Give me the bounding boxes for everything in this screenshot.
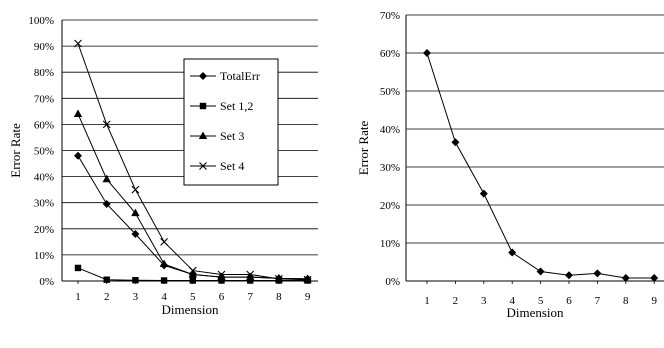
chart0-series-3-point	[74, 39, 82, 48]
chart1-y-tick-label: 30%	[380, 162, 400, 174]
chart0-y-tick-label: 70%	[34, 93, 54, 105]
chart0-legend-marker	[198, 131, 208, 139]
chart0-legend-label: Set 3	[220, 129, 244, 143]
chart0-series-3-point	[275, 275, 283, 283]
chart0-series-2-point	[159, 259, 169, 268]
chart0-series-3-point	[303, 275, 312, 284]
chart0-y-tick-label: 20%	[34, 224, 54, 236]
chart0-x-tick-label: 6	[219, 291, 225, 303]
chart0-series-1-point	[103, 276, 110, 283]
chart0-series-2-point	[217, 272, 226, 281]
chart0-series-1-point	[247, 277, 254, 284]
chart0-series-3-point	[188, 266, 197, 275]
chart1-x-tick-label: 4	[509, 295, 515, 307]
chart0-legend	[183, 58, 279, 186]
chart1-series-0-point	[423, 49, 431, 57]
chart0-x-tick-label: 3	[133, 291, 139, 303]
chart0-series-1-point	[218, 277, 225, 284]
chart1-series-0-point	[593, 269, 602, 278]
chart0-series-3-point	[160, 237, 168, 246]
chart1-series-0-point	[621, 273, 630, 282]
chart1-x-tick-label: 5	[538, 295, 544, 307]
chart0-y-tick-label: 40%	[34, 172, 54, 184]
chart0-series-1-point	[189, 277, 196, 284]
chart0-y-tick-label: 30%	[34, 198, 54, 210]
chart1-series-0-point	[451, 138, 460, 147]
chart1-x-tick-label: 8	[623, 295, 629, 307]
chart0-series-0-point	[131, 230, 140, 239]
chart0-y-tick-label: 0%	[39, 276, 54, 288]
chart0-series-2-point	[73, 109, 83, 117]
chart1-x-tick-label: 9	[651, 295, 657, 307]
chart0-x-tick-label: 5	[190, 291, 196, 303]
chart1-y-tick-label: 50%	[380, 86, 400, 98]
chart0-x-tick-label: 7	[247, 291, 253, 303]
chart0-y-tick-label: 90%	[34, 41, 54, 53]
chart0-series-2-point	[188, 269, 197, 278]
chart0-y-tick-label: 10%	[34, 250, 54, 262]
chart1-y-tick-label: 60%	[380, 48, 400, 60]
chart0-y-tick-label: 60%	[34, 119, 54, 131]
chart1-x-tick-label: 2	[453, 295, 459, 307]
chart0-x-tick-label: 1	[75, 291, 81, 303]
chart1-y-tick-label: 70%	[380, 10, 400, 22]
chart1-x-tick-label: 6	[566, 295, 572, 307]
chart0-y-axis-title: Error Rate	[8, 123, 23, 178]
chart1-y-tick-label: 10%	[380, 238, 400, 250]
chart1-series-0-point	[650, 273, 659, 282]
chart0-x-tick-label: 8	[276, 291, 282, 303]
chart0-legend-label: Set 4	[220, 159, 244, 173]
chart0-series-3-point	[217, 270, 226, 279]
chart0-x-tick-label: 4	[161, 291, 167, 303]
chart0-y-tick-label: 100%	[28, 15, 54, 27]
chart0-series-3-point	[131, 185, 140, 194]
chart0-legend-marker	[199, 102, 207, 110]
chart1-x-axis-title: Dimension	[506, 305, 564, 320]
chart0-series-2-point	[246, 272, 255, 281]
chart0-y-tick-label: 50%	[34, 146, 54, 158]
chart1-y-axis-title: Error Rate	[356, 121, 371, 176]
chart0-series-2-point	[131, 208, 140, 217]
chart0-x-axis-title: Dimension	[161, 302, 219, 317]
chart1-x-tick-label: 3	[481, 295, 487, 307]
chart0-legend-marker	[199, 162, 207, 170]
chart1-y-tick-label: 20%	[380, 200, 400, 212]
chart1-series-0-point	[479, 189, 488, 198]
chart0-series-1-point	[132, 277, 139, 284]
chart0-series-2-point	[102, 174, 111, 183]
chart0-legend-label: Set 1,2	[220, 99, 253, 113]
chart0-series-3-point	[102, 120, 111, 129]
chart0-series-3-point	[246, 270, 255, 279]
chart0-x-tick-label: 2	[104, 291, 110, 303]
chart1-series-0-point	[565, 271, 573, 280]
chart1-series-0-point	[508, 248, 517, 257]
chart0-series-0-point	[102, 200, 111, 209]
chart1-x-tick-label: 7	[595, 295, 601, 307]
chart0-x-tick-label: 9	[305, 291, 311, 303]
chart0-legend-label: TotalErr	[220, 69, 260, 83]
chart0-legend-marker	[199, 72, 207, 80]
chart0-series-1-point	[74, 264, 82, 272]
chart0-series-0-point	[74, 151, 82, 160]
chart1-x-tick-label: 1	[424, 295, 430, 307]
chart0-y-tick-label: 80%	[34, 67, 54, 79]
chart1-series-line-0	[426, 52, 655, 279]
chart1-y-tick-label: 0%	[385, 276, 400, 288]
chart1-y-tick-label: 40%	[380, 124, 400, 136]
chart1-series-0-point	[536, 267, 545, 276]
chart0-series-2-point	[274, 273, 284, 282]
chart0-series-1-point	[160, 277, 168, 284]
